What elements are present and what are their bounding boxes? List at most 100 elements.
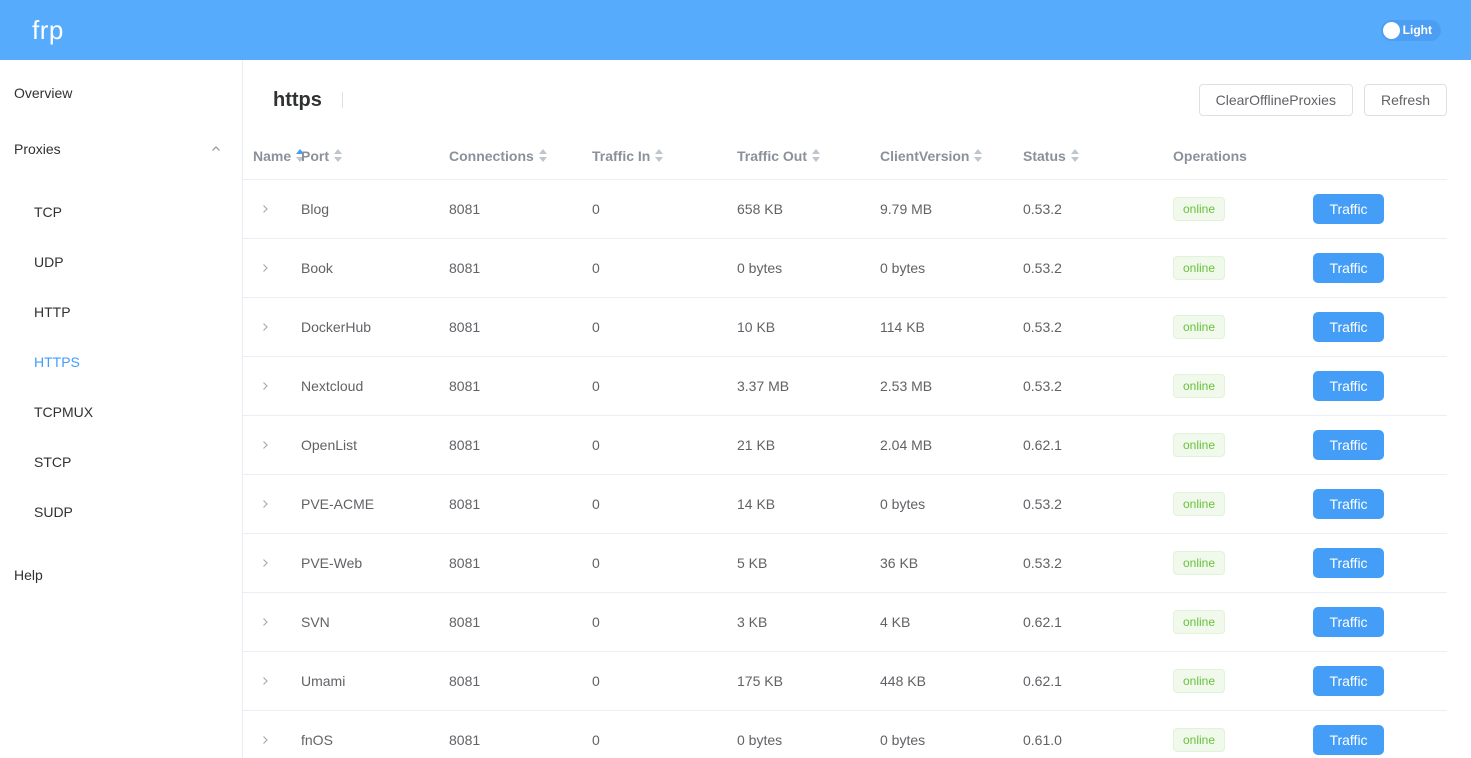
sidebar-item-sudp[interactable]: SUDP [0, 487, 242, 537]
table-row: Blog 8081 0 658 KB 9.79 MB 0.53.2 online… [243, 180, 1447, 239]
proxy-traffic-in-cell: 0 bytes [737, 732, 783, 748]
proxy-port-cell: 8081 [449, 614, 481, 630]
sidebar-item-label: Help [14, 567, 43, 583]
proxy-client-version-cell: 0.53.2 [1023, 378, 1062, 394]
proxy-traffic-in-cell: 3 KB [737, 614, 768, 630]
main-content: https ClearOfflineProxies Refresh Name Po… [243, 60, 1471, 758]
expand-row-icon[interactable] [259, 675, 271, 687]
traffic-button[interactable]: Traffic [1313, 725, 1384, 755]
sidebar-item-https[interactable]: HTTPS [0, 337, 242, 387]
proxy-traffic-out-cell: 4 KB [880, 614, 911, 630]
proxy-name-cell: Nextcloud [301, 378, 364, 394]
sidebar-item-help[interactable]: Help [0, 547, 242, 603]
sidebar: Overview Proxies TCP UDP HTTP HTTPS TCPM… [0, 60, 243, 758]
column-header-connections[interactable]: Connections [439, 148, 582, 164]
proxy-port-cell: 8081 [449, 437, 481, 453]
proxy-connections-cell: 0 [592, 437, 600, 453]
sort-carets-icon[interactable] [296, 149, 305, 162]
proxy-connections-cell: 0 [592, 732, 600, 748]
column-label: Status [1023, 147, 1066, 164]
sort-carets-icon[interactable] [1070, 149, 1079, 162]
status-badge: online [1173, 197, 1226, 221]
expand-row-icon[interactable] [259, 262, 271, 274]
traffic-button[interactable]: Traffic [1313, 371, 1384, 401]
sidebar-item-http[interactable]: HTTP [0, 287, 242, 337]
refresh-button[interactable]: Refresh [1363, 84, 1447, 116]
proxy-connections-cell: 0 [592, 614, 600, 630]
column-header-clientversion[interactable]: ClientVersion [870, 148, 1013, 164]
proxy-traffic-out-cell: 9.79 MB [880, 201, 933, 217]
traffic-button[interactable]: Traffic [1313, 194, 1384, 224]
sidebar-item-udp[interactable]: UDP [0, 237, 242, 287]
clear-offline-proxies-button[interactable]: ClearOfflineProxies [1198, 84, 1353, 116]
status-badge: online [1173, 610, 1226, 634]
sidebar-item-proxies[interactable]: Proxies [0, 121, 242, 177]
proxy-name-cell: fnOS [301, 732, 333, 748]
proxy-connections-cell: 0 [592, 496, 600, 512]
theme-toggle[interactable]: Light [1380, 19, 1441, 41]
column-header-name[interactable]: Name [243, 148, 305, 164]
traffic-button[interactable]: Traffic [1313, 253, 1384, 283]
proxy-traffic-in-cell: 5 KB [737, 555, 768, 571]
column-header-status[interactable]: Status [1013, 148, 1163, 164]
sidebar-item-tcp[interactable]: TCP [0, 187, 242, 237]
expand-row-icon[interactable] [259, 616, 271, 628]
column-header-port[interactable]: Port [291, 148, 439, 164]
column-header-traffic-out[interactable]: Traffic Out [727, 148, 870, 164]
expand-row-icon[interactable] [259, 734, 271, 746]
proxy-traffic-out-cell: 36 KB [880, 555, 919, 571]
traffic-button[interactable]: Traffic [1313, 548, 1384, 578]
sidebar-item-label: TCP [34, 204, 62, 220]
proxies-table: Name Port Connections Traffic In Traffic Out… [243, 132, 1447, 758]
traffic-button[interactable]: Traffic [1313, 666, 1384, 696]
proxy-port-cell: 8081 [449, 732, 481, 748]
expand-row-icon[interactable] [259, 498, 271, 510]
sidebar-item-label: HTTPS [34, 354, 80, 370]
traffic-button[interactable]: Traffic [1313, 607, 1384, 637]
table-header-row: Name Port Connections Traffic In Traffic Out… [243, 132, 1447, 180]
sort-carets-icon[interactable] [538, 149, 547, 162]
theme-toggle-knob-icon [1382, 21, 1400, 39]
traffic-button[interactable]: Traffic [1313, 489, 1384, 519]
proxy-client-version-cell: 0.53.2 [1023, 555, 1062, 571]
sort-carets-icon[interactable] [974, 149, 983, 162]
page-title-row: https ClearOfflineProxies Refresh [243, 60, 1447, 132]
proxy-traffic-in-cell: 3.37 MB [737, 378, 790, 394]
column-label: Port [301, 147, 329, 164]
proxy-traffic-out-cell: 2.04 MB [880, 437, 933, 453]
column-header-operations: Operations [1163, 148, 1303, 164]
proxy-client-version-cell: 0.61.0 [1023, 732, 1062, 748]
proxy-traffic-in-cell: 175 KB [737, 673, 783, 689]
proxy-client-version-cell: 0.53.2 [1023, 260, 1062, 276]
proxy-port-cell: 8081 [449, 378, 481, 394]
column-header-traffic-in[interactable]: Traffic In [582, 148, 727, 164]
status-badge: online [1173, 492, 1226, 516]
sort-carets-icon[interactable] [812, 149, 821, 162]
proxy-traffic-out-cell: 114 KB [880, 319, 925, 335]
expand-row-icon[interactable] [259, 380, 271, 392]
proxy-connections-cell: 0 [592, 378, 600, 394]
sidebar-item-stcp[interactable]: STCP [0, 437, 242, 487]
sidebar-item-label: TCPMUX [34, 404, 94, 420]
sidebar-item-overview[interactable]: Overview [0, 65, 242, 121]
sort-carets-icon[interactable] [334, 149, 342, 162]
proxy-traffic-out-cell: 0 bytes [880, 732, 926, 748]
expand-row-icon[interactable] [259, 321, 271, 333]
traffic-button[interactable]: Traffic [1313, 312, 1384, 342]
expand-row-icon[interactable] [259, 439, 271, 451]
traffic-button[interactable]: Traffic [1313, 430, 1384, 460]
column-label: Traffic Out [737, 147, 808, 164]
sidebar-item-tcpmux[interactable]: TCPMUX [0, 387, 242, 437]
expand-row-icon[interactable] [259, 203, 271, 215]
sort-carets-icon[interactable] [655, 149, 664, 162]
column-label: Operations [1173, 147, 1247, 164]
proxy-traffic-in-cell: 10 KB [737, 319, 776, 335]
proxy-client-version-cell: 0.53.2 [1023, 496, 1062, 512]
expand-row-icon[interactable] [259, 557, 271, 569]
proxy-traffic-in-cell: 21 KB [737, 437, 776, 453]
proxy-port-cell: 8081 [449, 201, 481, 217]
column-label: ClientVersion [880, 147, 970, 164]
proxy-name-cell: Book [301, 260, 333, 276]
proxy-name-cell: DockerHub [301, 319, 372, 335]
top-header-bar: frp Light [0, 0, 1471, 60]
